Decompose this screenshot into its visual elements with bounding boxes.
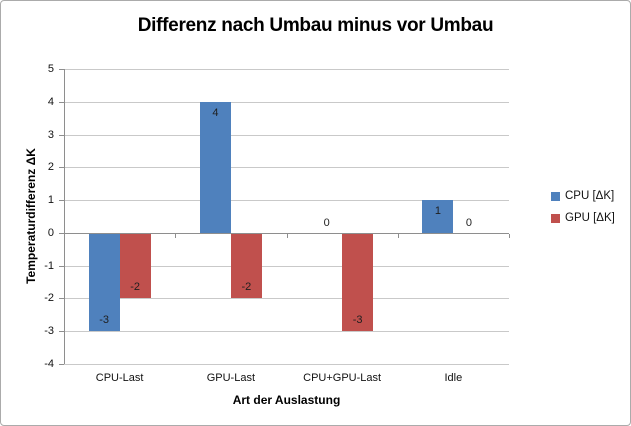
legend-swatch-icon — [551, 191, 560, 201]
y-tick-label: -2 — [44, 292, 54, 305]
chart-title: Differenz nach Umbau minus vor Umbau — [137, 15, 494, 36]
y-tick-label: 5 — [47, 63, 54, 75]
bar-cpuk-idle — [422, 200, 454, 233]
data-label: 0 — [465, 216, 472, 229]
data-label: -3 — [352, 314, 363, 327]
y-tick-label: -1 — [44, 259, 54, 272]
y-tick-label: -3 — [44, 325, 54, 338]
y-axis-tick — [59, 364, 64, 365]
y-tick-label: -4 — [44, 358, 54, 370]
data-label: -3 — [99, 314, 110, 327]
legend-label: GPU [ΔK] — [565, 212, 615, 224]
legend-entry: CPU [ΔK] — [551, 190, 615, 202]
y-tick-label: 2 — [47, 161, 54, 174]
y-axis-tick — [59, 134, 64, 136]
y-gridline — [64, 167, 509, 169]
y-axis-tick — [59, 265, 64, 267]
x-axis-tick — [175, 233, 177, 238]
y-tick-label: 3 — [47, 128, 54, 141]
y-axis-tick — [59, 331, 64, 333]
x-axis-title: Art der Auslastung — [232, 393, 341, 407]
bar-gpuk-cpu+gpu-last — [342, 233, 374, 332]
category-label: CPU-Last — [95, 372, 144, 384]
category-label: CPU+GPU-Last — [303, 372, 382, 384]
y-gridline — [64, 101, 509, 103]
y-gridline — [64, 331, 509, 333]
y-tick-label: 0 — [47, 226, 54, 239]
legend: CPU [ΔK] GPU [ΔK] — [551, 190, 615, 234]
y-tick-label: 1 — [47, 194, 54, 207]
y-axis-tick — [59, 232, 64, 234]
x-axis-line — [64, 232, 509, 234]
y-axis-tick — [59, 167, 64, 169]
data-label: -2 — [241, 281, 252, 294]
bar-gpuk-cpu-last — [119, 233, 151, 299]
y-gridline — [64, 134, 509, 136]
y-axis-line — [64, 69, 65, 364]
data-label: 1 — [434, 205, 441, 218]
x-axis-tick — [397, 233, 399, 238]
legend-label: CPU [ΔK] — [565, 190, 615, 202]
bar-cpuk-cpu-last — [88, 233, 120, 332]
data-label: 0 — [323, 216, 330, 229]
data-label: 4 — [212, 106, 219, 119]
x-axis-tick — [509, 233, 510, 238]
y-gridline — [64, 298, 509, 300]
bar-cpuk-gpu-last — [199, 101, 231, 233]
data-label: -2 — [130, 281, 141, 294]
bar-gpuk-gpu-last — [230, 233, 262, 299]
y-gridline — [64, 364, 509, 365]
category-label: GPU-Last — [206, 372, 256, 384]
y-gridline — [64, 265, 509, 267]
y-axis-tick — [59, 298, 64, 300]
category-label: Idle — [444, 372, 463, 384]
y-tick-label: 4 — [47, 95, 54, 108]
legend-entry: GPU [ΔK] — [551, 212, 615, 224]
y-axis-tick — [59, 69, 64, 70]
y-gridline — [64, 200, 509, 202]
legend-swatch-icon — [551, 213, 560, 223]
y-gridline — [64, 69, 509, 70]
y-axis-tick — [59, 101, 64, 103]
x-axis-tick — [286, 233, 288, 238]
y-axis-tick — [59, 200, 64, 202]
